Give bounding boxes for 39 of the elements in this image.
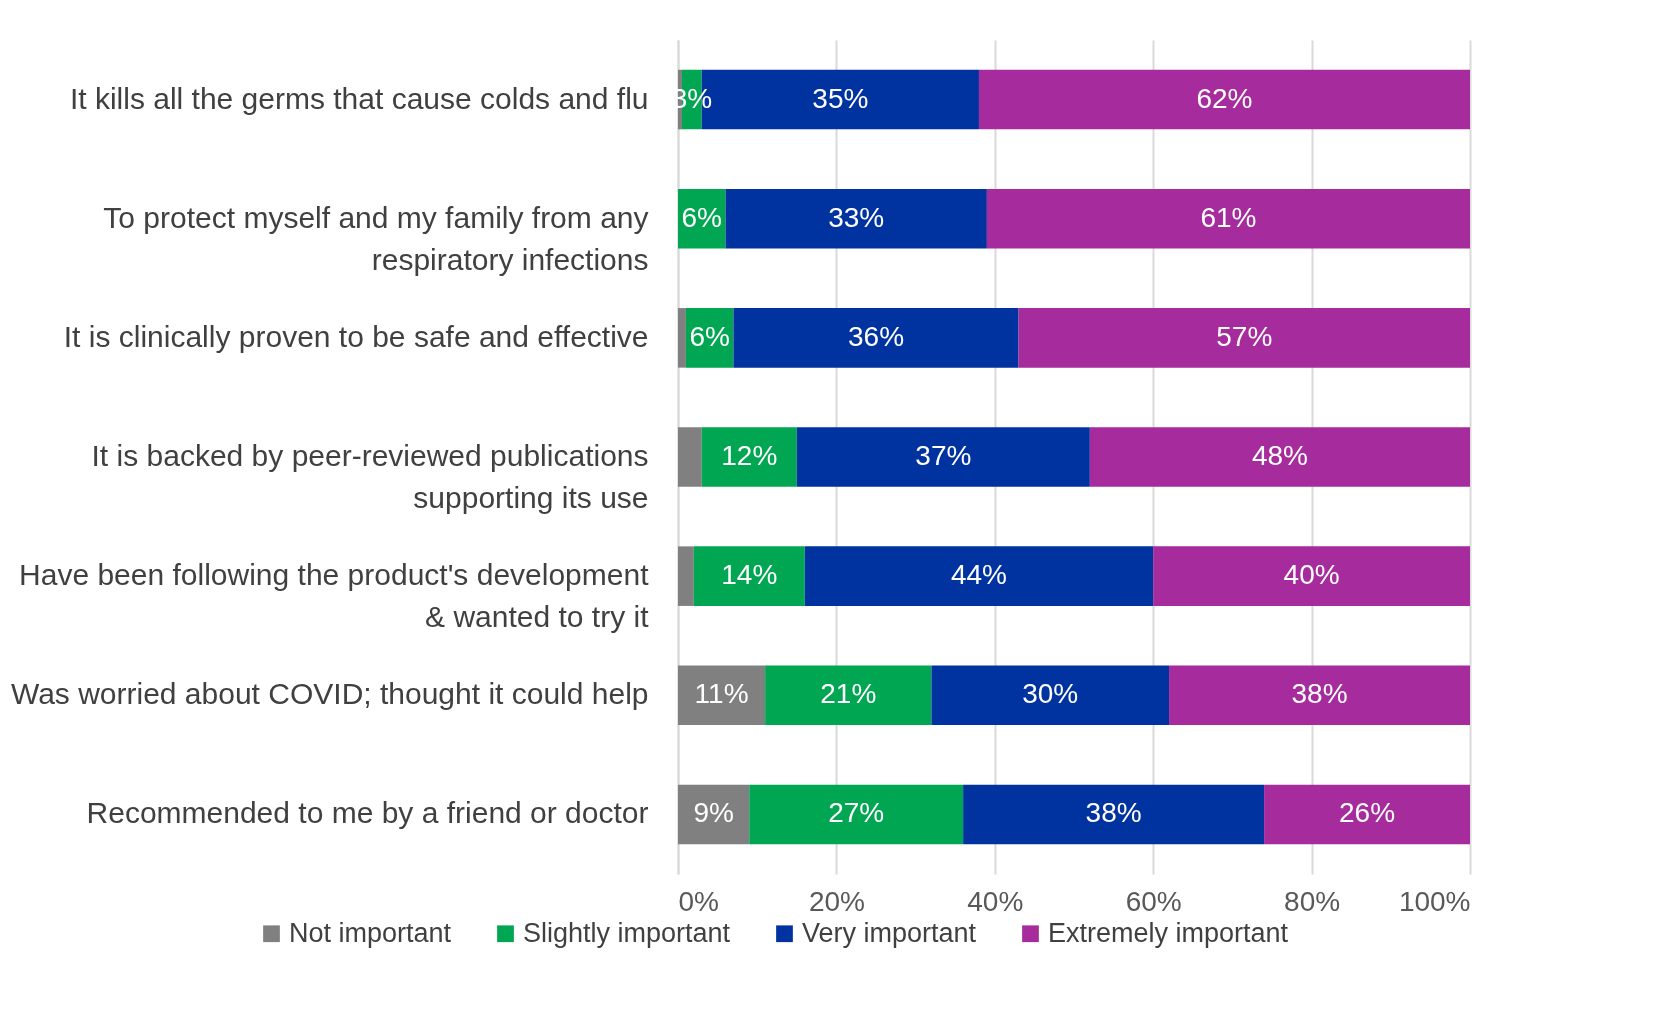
y-tick-label: To protect myself and my family from any respiratory infections [103,200,649,276]
data-label: 12% [721,440,778,471]
data-label: 57% [1216,320,1273,352]
legend-label: Slightly important [523,917,731,948]
data-label: 36% [847,320,905,352]
y-tick-label: Was worried about COVID; thought it could help [10,677,649,711]
data-label: 30% [1022,678,1079,710]
y-tick-label: It is clinically proven to be safe and effective [63,319,649,353]
data-label: 35% [812,82,869,114]
y-tick-label: Have been following the product's development & wanted to try it [19,558,650,634]
data-label: 48% [1251,440,1308,471]
x-tick-label: 80% [1284,885,1341,917]
data-label: 40% [1283,559,1340,591]
data-label: 44% [950,559,1007,591]
y-tick-label: It kills all the germs that cause colds and flu [69,81,649,115]
data-label: 33% [828,201,885,233]
data-label: 27% [828,797,885,829]
x-tick-label: 20% [808,885,865,917]
x-tick-label: 40% [967,885,1024,917]
y-tick-label: Recommended to me by a friend or doctor [86,796,649,830]
data-label: 6% [689,320,730,352]
legend-label: Very important [802,917,977,948]
data-label: 61% [1200,201,1257,233]
y-tick-label: It is backed by peer-reviewed publications supporting its use [91,439,649,514]
legend-label: Extremely important [1048,917,1289,948]
data-label: 21% [820,678,877,710]
data-label: 11% [694,678,749,710]
legend-label: Not important [289,917,452,948]
data-label: 14% [721,559,778,591]
x-tick-label: 100% [1398,885,1471,917]
data-label: 62% [1196,82,1253,114]
data-label: 26% [1339,797,1396,829]
data-label: 38% [1085,797,1142,829]
data-label: 6% [681,201,722,233]
data-label: 38% [1291,678,1348,710]
data-label: 37% [915,440,972,471]
x-tick-label: 0% [678,885,719,917]
data-label: 9% [693,797,734,829]
x-tick-label: 60% [1125,885,1182,917]
